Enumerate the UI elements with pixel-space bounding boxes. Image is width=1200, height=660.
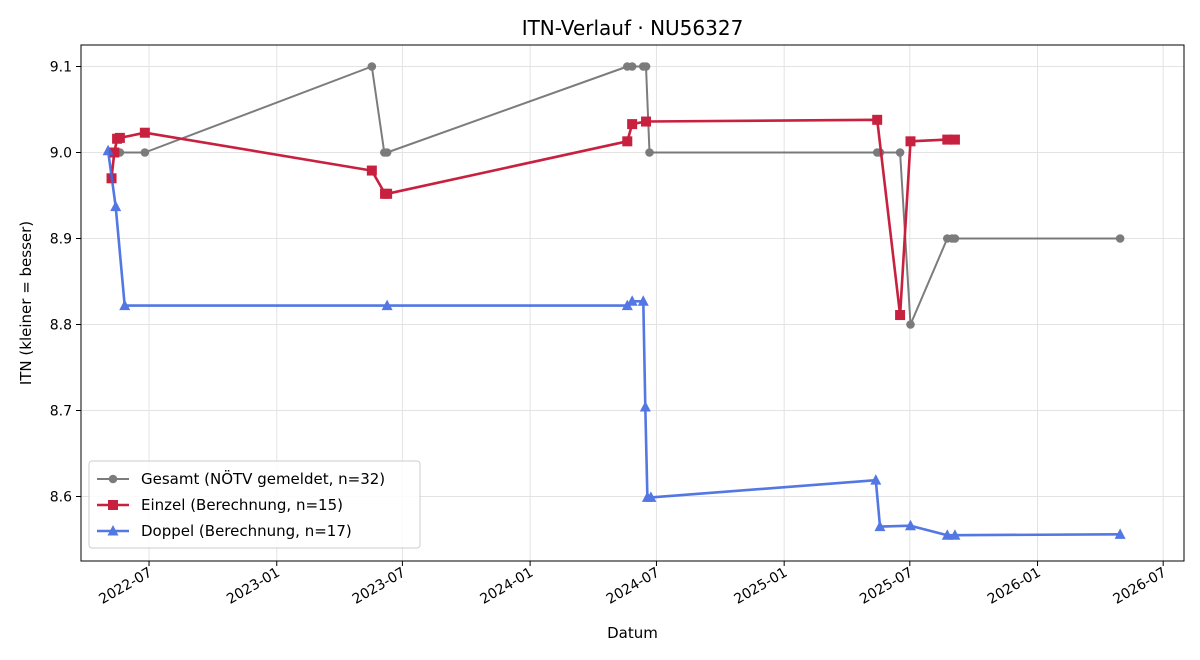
data-point	[645, 491, 657, 502]
series-2	[106, 114, 960, 321]
data-point	[626, 295, 638, 306]
y-tick-label: 8.7	[50, 404, 72, 420]
data-point	[382, 148, 392, 157]
data-point	[109, 147, 120, 158]
data-point	[949, 529, 961, 540]
data-point	[641, 62, 651, 71]
x-axis-title: Datum	[607, 624, 658, 642]
y-tick-label: 8.9	[50, 232, 72, 248]
data-point	[102, 144, 114, 156]
y-tick-label: 9.1	[50, 60, 72, 76]
data-point	[942, 134, 953, 145]
data-point	[870, 474, 882, 485]
y-axis-title: ITN (kleiner = besser)	[17, 221, 35, 385]
data-point	[645, 148, 654, 157]
data-point	[1115, 234, 1125, 243]
legend-marker	[107, 525, 119, 536]
data-point	[895, 310, 906, 321]
data-point	[381, 299, 393, 311]
series-3	[102, 144, 1126, 540]
y-tick-label: 8.6	[50, 490, 72, 506]
series-layer	[102, 62, 1126, 540]
data-point	[905, 136, 916, 147]
data-point	[1114, 528, 1126, 539]
legend-marker	[108, 474, 118, 484]
y-tick-label: 8.8	[50, 318, 72, 334]
data-point	[622, 136, 633, 147]
legend-label: Doppel (Berechnung, n=17)	[141, 522, 352, 540]
legend-marker	[108, 500, 118, 510]
data-point	[627, 119, 638, 130]
data-point	[872, 114, 883, 125]
grid	[81, 45, 1184, 561]
y-tick-label: 9.0	[50, 146, 72, 162]
legend-item	[97, 525, 129, 536]
legend-box	[88, 460, 421, 549]
data-point	[906, 320, 915, 329]
data-point	[119, 299, 131, 311]
legend-label: Einzel (Berechnung, n=15)	[141, 496, 343, 514]
data-point	[110, 200, 122, 212]
plot-frame	[80, 44, 1185, 562]
data-point	[114, 132, 125, 143]
data-point	[941, 529, 953, 540]
data-point	[637, 295, 649, 306]
legend: Gesamt (NÖTV gemeldet, n=32) Einzel (Bere…	[88, 460, 421, 549]
data-point	[367, 62, 377, 71]
data-point	[139, 127, 150, 138]
data-point	[366, 165, 377, 176]
data-point	[874, 520, 886, 532]
data-point	[641, 116, 652, 127]
legend-label: Gesamt (NÖTV gemeldet, n=32)	[141, 469, 385, 488]
legend-item	[97, 500, 129, 510]
data-point	[905, 519, 917, 531]
data-point	[950, 234, 960, 243]
data-point	[895, 148, 905, 157]
data-point	[627, 62, 637, 71]
series-line	[106, 150, 1121, 537]
data-point	[140, 148, 150, 157]
data-point	[949, 134, 960, 145]
data-point	[639, 401, 651, 412]
data-point	[382, 188, 393, 199]
chart-title: ITN-Verlauf · NU56327	[522, 16, 744, 40]
legend-item	[97, 474, 129, 484]
